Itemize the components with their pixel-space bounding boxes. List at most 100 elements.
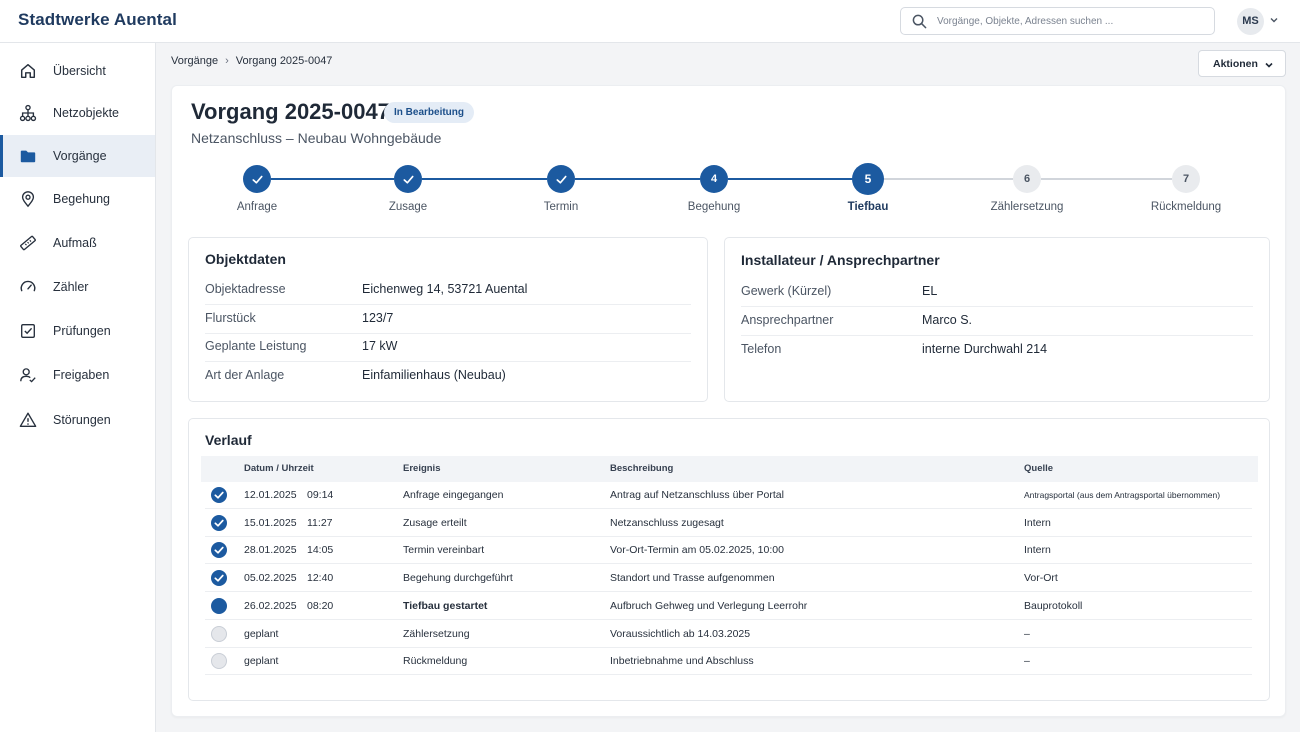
cell-event: Zählersetzung — [403, 627, 470, 640]
sidebar-item-vorgaenge[interactable]: Vorgänge — [0, 135, 155, 177]
app-brand[interactable]: Stadtwerke Auental — [18, 10, 177, 29]
cell-source: Antragsportal (aus dem Antragsportal übe… — [1024, 490, 1221, 500]
step-tiefbau-marker[interactable]: 5 — [852, 163, 884, 195]
sidebar-item-begehung[interactable]: Begehung — [0, 178, 155, 220]
folder-icon — [20, 150, 36, 163]
step-termin-marker[interactable] — [547, 165, 575, 193]
cell-description: Aufbruch Gehweg und Verlegung Leerrohr — [610, 599, 808, 612]
check-icon — [402, 175, 414, 184]
column-header-datum[interactable]: Datum / Uhrzeit — [244, 463, 314, 474]
actions-button-label: Aktionen — [1213, 58, 1258, 70]
chevron-down-icon[interactable] — [1269, 15, 1279, 25]
sidebar-item-label: Begehung — [53, 192, 111, 206]
table-row[interactable]: geplant Zählersetzung Voraussichtlich ab 1… — [205, 620, 1252, 648]
sidebar-item-uebersicht[interactable]: Übersicht — [0, 50, 155, 92]
check-circle-icon — [211, 514, 227, 531]
cell-source: – — [1024, 655, 1030, 668]
table-row[interactable]: geplant Rückmeldung Inbetriebnahme und Abs… — [205, 647, 1252, 676]
search-input[interactable] — [937, 12, 1207, 30]
status-badge: In Bearbeitung — [384, 102, 475, 123]
cell-description: Vor-Ort-Termin am 05.02.2025, 10:00 — [610, 544, 784, 557]
table-row[interactable]: 26.02.2025 08:20 Tiefbau gestartet Aufbruch… — [205, 592, 1252, 620]
sidebar-item-freigaben[interactable]: Freigaben — [0, 354, 155, 396]
planned-dot-icon — [211, 625, 227, 642]
step-label: Zusage — [388, 201, 428, 213]
checkbox-icon — [21, 324, 35, 338]
objektdaten-key: Objektadresse — [205, 282, 286, 296]
cell-time: 09:14 — [307, 489, 334, 501]
network-icon — [19, 104, 37, 122]
user-check-icon — [20, 368, 36, 383]
table-row[interactable]: 15.01.2025 11:27 Zusage erteilt Netzanschlu… — [205, 509, 1252, 537]
objektdaten-value: Einfamilienhaus (Neubau) — [362, 368, 506, 382]
table-row[interactable]: 12.01.2025 09:14 Anfrage eingegangen Antrag… — [205, 481, 1252, 509]
column-header-quelle[interactable]: Quelle — [1024, 463, 1054, 474]
search-icon — [912, 14, 927, 29]
column-header-beschreibung[interactable]: Beschreibung — [610, 463, 674, 474]
cell-date: 26.02.2025 — [244, 599, 297, 612]
step-zählersetzung-marker[interactable]: 6 — [1013, 165, 1041, 193]
installateur-key: Ansprechpartner — [741, 313, 834, 327]
sidebar-item-netzobjekte[interactable]: Netzobjekte — [0, 92, 155, 134]
cell-date: 05.02.2025 — [244, 572, 297, 585]
breadcrumb: Vorgänge › Vorgang 2025-0047 — [171, 55, 332, 67]
current-dot-icon — [211, 597, 227, 614]
objektdaten-row: Flurstück 123/7 — [205, 305, 691, 334]
cell-event: Anfrage eingegangen — [403, 489, 504, 501]
objektdaten-key: Geplante Leistung — [205, 339, 307, 353]
sidebar-item-label: Aufmaß — [53, 236, 97, 250]
sidebar-item-aufmass[interactable]: Aufmaß — [0, 222, 155, 264]
step-zusage-marker[interactable] — [394, 165, 422, 193]
step-label: Begehung — [687, 201, 741, 213]
sidebar-item-stoerungen[interactable]: Störungen — [0, 399, 155, 441]
check-icon — [251, 175, 263, 184]
installateur-value: interne Durchwahl 214 — [922, 342, 1048, 356]
stepper-connector — [575, 178, 700, 180]
cell-event: Zusage erteilt — [403, 516, 467, 529]
objektdaten-value: 123/7 — [362, 311, 394, 325]
table-header: Datum / Uhrzeit Ereignis Beschreibung Qu… — [201, 456, 1258, 482]
step-begehung-marker[interactable]: 4 — [700, 165, 728, 193]
sidebar-item-label: Störungen — [53, 413, 111, 427]
step-anfrage-marker[interactable] — [243, 165, 271, 193]
step-label: Tiefbau — [847, 201, 889, 213]
objektdaten-row: Art der Anlage Einfamilienhaus (Neubau) — [205, 362, 691, 391]
sidebar: Übersicht Netzobjekte Vorgänge Begehung … — [0, 43, 156, 732]
cell-date: geplant — [244, 655, 279, 668]
sidebar-item-label: Prüfungen — [53, 324, 111, 338]
sidebar-item-label: Netzobjekte — [53, 106, 120, 120]
step-label: Anfrage — [236, 201, 278, 213]
sidebar-item-pruefungen[interactable]: Prüfungen — [0, 310, 155, 352]
installateur-row: Ansprechpartner Marco S. — [741, 307, 1253, 336]
installateur-value: EL — [922, 284, 938, 298]
stepper-connector — [1041, 178, 1172, 180]
cell-time: 14:05 — [307, 544, 334, 557]
cell-source: Intern — [1024, 544, 1051, 557]
objektdaten-title: Objektdaten — [205, 251, 286, 267]
installateur-row: Gewerk (Kürzel) EL — [741, 278, 1253, 307]
step-rückmeldung-marker[interactable]: 7 — [1172, 165, 1200, 193]
sidebar-item-zaehler[interactable]: Zähler — [0, 266, 155, 308]
table-row[interactable]: 05.02.2025 12:40 Begehung durchgeführt Stan… — [205, 564, 1252, 593]
user-avatar[interactable]: MS — [1237, 8, 1264, 35]
cell-event: Rückmeldung — [403, 655, 468, 668]
column-header-ereignis[interactable]: Ereignis — [403, 463, 441, 474]
location-pin-icon — [21, 191, 35, 208]
stepper-connector — [422, 178, 547, 180]
actions-button[interactable]: Aktionen — [1198, 50, 1286, 77]
sidebar-item-label: Übersicht — [53, 64, 106, 78]
gauge-icon — [20, 280, 36, 292]
search-box[interactable] — [900, 7, 1215, 35]
breadcrumb-separator-icon: › — [225, 55, 229, 67]
stepper-connector — [271, 178, 394, 180]
cell-event: Tiefbau gestartet — [403, 599, 488, 612]
sidebar-item-label: Vorgänge — [53, 149, 107, 163]
breadcrumb-parent-link[interactable]: Vorgänge — [171, 55, 219, 67]
table-row[interactable]: 28.01.2025 14:05 Termin vereinbart Vor-Ort-… — [205, 536, 1252, 565]
installateur-key: Gewerk (Kürzel) — [741, 284, 832, 298]
check-circle-icon — [211, 570, 227, 587]
cell-event: Begehung durchgeführt — [403, 572, 513, 585]
page-title: Vorgang 2025-0047 — [191, 99, 390, 124]
cell-description: Standort und Trasse aufgenommen — [610, 572, 775, 585]
objektdaten-row: Geplante Leistung 17 kW — [205, 333, 691, 362]
